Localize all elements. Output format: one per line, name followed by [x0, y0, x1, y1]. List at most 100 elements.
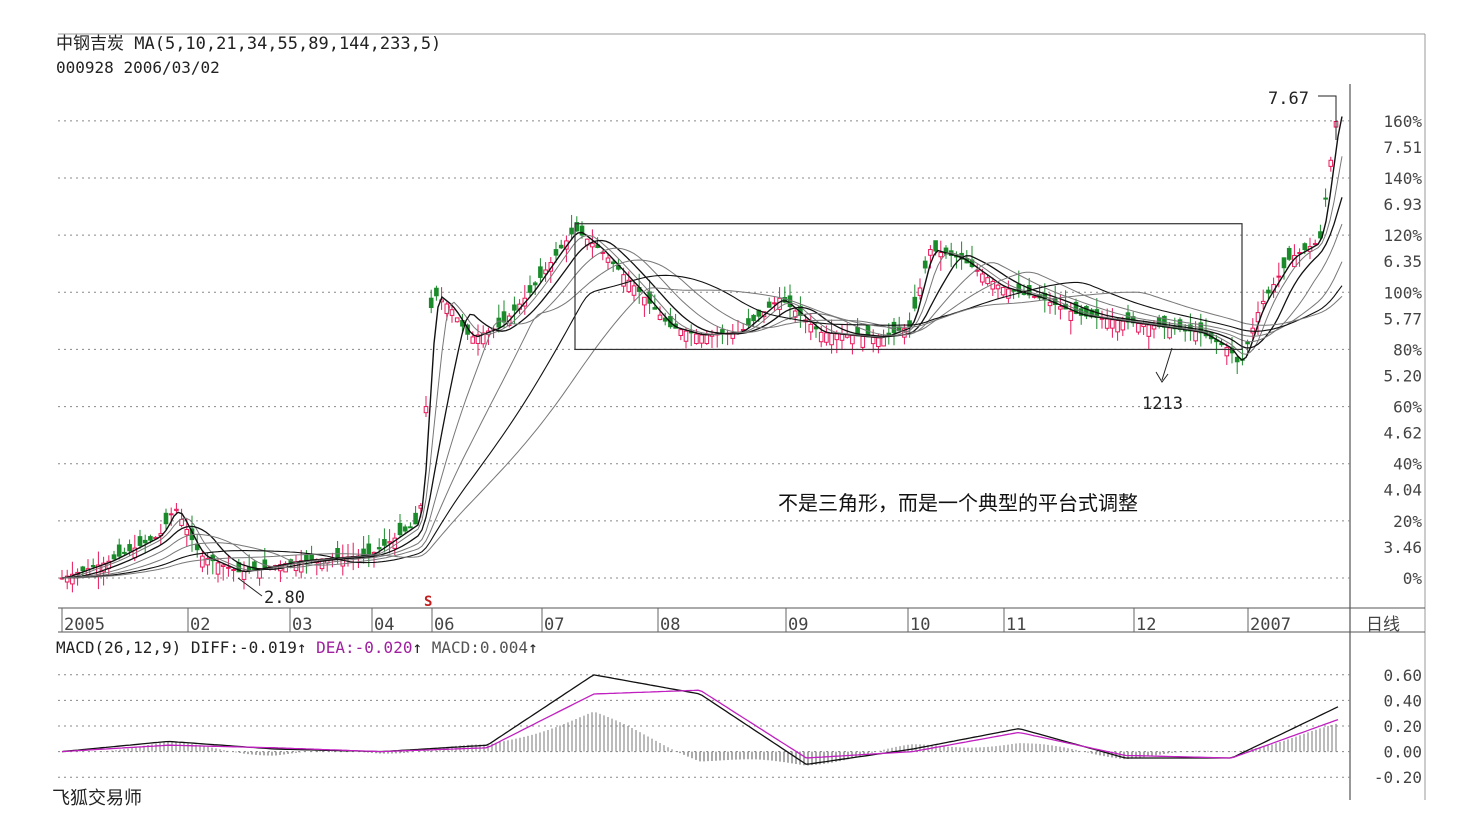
platform-rect	[574, 223, 1243, 351]
candle-body	[1032, 295, 1037, 298]
macd-panel: 0.60 0.40 0.20 0.00 -0.20	[58, 666, 1422, 787]
ma-line-1	[61, 156, 1343, 579]
candle-body	[532, 282, 538, 286]
candle-body	[824, 332, 829, 343]
stock-name: 中钢吉炭	[56, 34, 124, 54]
candle-body	[870, 336, 876, 345]
candle-body	[938, 252, 944, 258]
candle-body	[200, 555, 205, 568]
candle-body	[496, 317, 502, 328]
percent-tick-label: 40%	[1393, 455, 1422, 474]
candle-body	[543, 269, 548, 275]
candle-body	[621, 274, 626, 287]
pivot-arrow	[1155, 347, 1173, 383]
candle-body	[917, 287, 923, 296]
candle-body	[1167, 327, 1172, 339]
candle-body	[922, 260, 928, 269]
x-tick-label: 2007	[1250, 615, 1291, 635]
candle-body	[1146, 324, 1152, 337]
candle-body	[1021, 292, 1027, 295]
price-tick-label: 6.93	[1383, 195, 1422, 214]
candle-body	[205, 557, 210, 566]
candle-body	[605, 257, 611, 263]
diff-label: DIFF:-0.019	[190, 638, 297, 657]
candle-body	[408, 526, 413, 529]
candle-body	[90, 564, 96, 568]
candle-body	[220, 564, 226, 567]
candle-body	[808, 323, 814, 333]
candle-body	[413, 512, 418, 525]
candle-body	[933, 240, 938, 252]
x-tick-label: 02	[190, 615, 210, 635]
candle-body	[241, 571, 247, 580]
candle-body	[1011, 289, 1016, 292]
candle-body	[1260, 300, 1266, 305]
price-tick-label: 4.04	[1383, 481, 1422, 500]
macd-header: MACD(26,12,9) DIFF:-0.019↑ DEA:-0.020↑ M…	[56, 638, 538, 658]
percent-tick-label: 100%	[1383, 283, 1422, 302]
dea-label: DEA:-0.020	[316, 638, 413, 657]
x-tick-label: 2005	[64, 615, 105, 635]
candle-body	[782, 297, 788, 303]
candle-body	[928, 249, 933, 256]
candle-body	[590, 242, 595, 248]
candle-body	[512, 304, 517, 311]
high-leader	[1318, 95, 1337, 140]
candle-body	[527, 285, 533, 293]
percent-tick-label: 0%	[1403, 569, 1423, 588]
low-leader	[237, 577, 263, 597]
candle-body	[579, 225, 585, 236]
candle-body	[985, 277, 990, 285]
candle-body	[1224, 347, 1230, 357]
percent-tick-label: 20%	[1393, 512, 1422, 531]
candle-body	[454, 317, 460, 323]
dea-arrow: ↑	[412, 638, 423, 657]
candle-body	[829, 332, 834, 346]
x-tick-label: 03	[292, 615, 312, 635]
candle-body	[834, 333, 840, 341]
x-tick-label: 10	[910, 615, 930, 635]
candle-body	[70, 573, 75, 585]
x-tick-label: 11	[1006, 615, 1026, 635]
candle-body	[1234, 356, 1240, 363]
macd-label: MACD(26,12,9)	[56, 638, 182, 657]
software-name: 飞狐交易师	[52, 788, 142, 809]
platform-box	[574, 223, 1243, 351]
candle-body	[64, 575, 70, 583]
price-tick-label: 4.62	[1383, 424, 1422, 443]
candle-body	[1136, 322, 1141, 333]
candle-body	[990, 280, 996, 290]
candle-body	[1104, 318, 1110, 329]
chart-title: 中钢吉炭 MA(5,10,21,34,55,89,144,233,5)	[56, 34, 441, 54]
candle-body	[699, 334, 704, 344]
candle-body	[1068, 310, 1074, 321]
stock-code: 000928	[56, 58, 114, 77]
candle-body	[558, 244, 564, 249]
high-price-label: 7.67	[1268, 89, 1309, 109]
candle-body	[127, 544, 132, 552]
macd-diff-line	[61, 674, 1339, 765]
candle-body	[818, 331, 824, 343]
period-label: 日线	[1366, 615, 1400, 635]
candle-body	[163, 512, 169, 525]
price-tick-label: 7.51	[1383, 138, 1422, 157]
candle-body	[766, 301, 772, 308]
candle-body	[174, 508, 179, 511]
percent-tick-label: 120%	[1383, 226, 1422, 245]
candle-body	[501, 311, 507, 323]
x-tick-label: 12	[1136, 615, 1156, 635]
annotations: 7.67 2.80 1213 S 不是三角形，而是一个典型的平台式调整	[237, 89, 1337, 610]
candle-body	[1000, 286, 1006, 296]
ma-line-2	[61, 197, 1343, 579]
event-marker: S	[424, 594, 432, 610]
ma-line-6	[62, 287, 1343, 579]
price-tick-label: 5.77	[1383, 309, 1422, 328]
macd-tick-label: 0.20	[1383, 717, 1422, 736]
percent-tick-label: 80%	[1393, 340, 1422, 359]
candle-body	[610, 261, 616, 265]
candle-body	[475, 334, 481, 344]
candle-body	[1302, 243, 1308, 251]
candle-body	[148, 536, 153, 541]
x-tick-label: 08	[660, 615, 680, 635]
